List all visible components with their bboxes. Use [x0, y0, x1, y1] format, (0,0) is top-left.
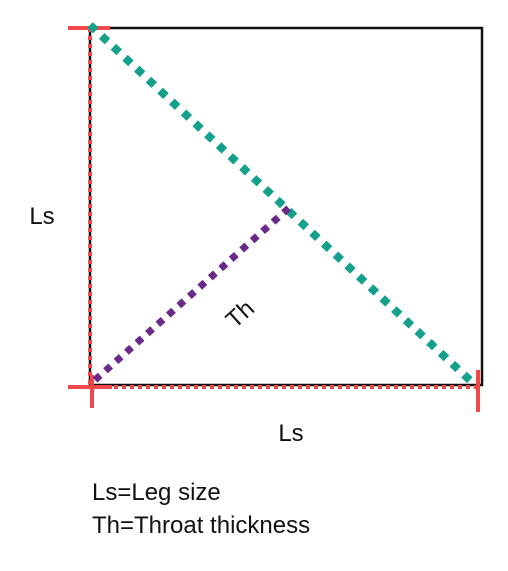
- throat-line: [92, 204, 293, 383]
- hypotenuse-line: [87, 22, 478, 388]
- throat-label: Th: [221, 295, 260, 334]
- left-leg-label: Ls: [29, 203, 54, 230]
- legend-line: Th=Throat thickness: [92, 512, 310, 539]
- bottom-leg-label: Ls: [278, 420, 303, 447]
- legend-line: Ls=Leg size: [92, 479, 221, 506]
